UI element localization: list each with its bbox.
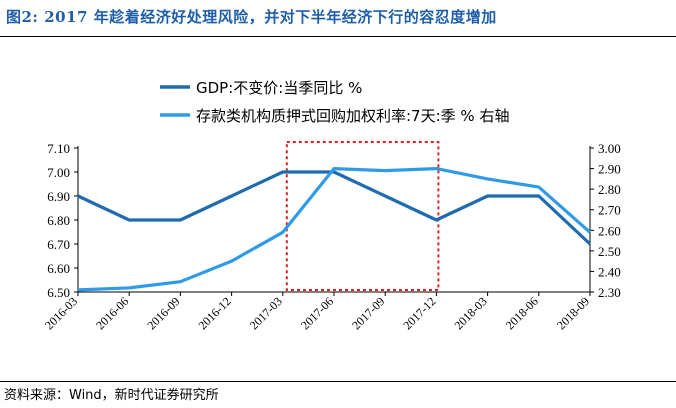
y-right-tick-label: 2.50 — [598, 244, 621, 259]
y-right-tick-label: 2.60 — [598, 223, 621, 238]
y-left-tick-label: 6.90 — [47, 189, 70, 204]
x-tick-label: 2017-09 — [349, 294, 387, 332]
y-left-tick-label: 7.00 — [47, 165, 70, 180]
y-right-tick-label: 3.00 — [598, 141, 621, 156]
y-left-tick-label: 6.50 — [47, 285, 70, 300]
y-left-tick-label: 7.10 — [47, 141, 70, 156]
chart: 6.50 6.60 6.70 6.80 6.90 7.00 7.10 2.30 2.40 2.50… — [42, 79, 621, 332]
x-tick-label: 2018-06 — [503, 294, 541, 332]
highlight-box — [285, 141, 440, 291]
y-left-tick-label: 6.80 — [47, 213, 70, 228]
figure-title-text: 2017 年趁着经济好处理风险，并对下半年经济下行的容忍度增加 — [44, 8, 497, 26]
x-tick-label: 2018-09 — [554, 294, 592, 332]
y-right-tick-label: 2.80 — [598, 182, 621, 197]
y-left-tick-label: 6.60 — [47, 261, 70, 276]
source-note: 资料来源：Wind，新时代证券研究所 — [4, 388, 219, 403]
y-right-tick-label: 2.70 — [598, 203, 621, 218]
bottom-rule — [0, 381, 676, 382]
x-tick-label: 2017-06 — [298, 294, 336, 332]
x-tick-label: 2016-06 — [93, 294, 131, 332]
legend-label-1: GDP:不变价:当季同比 % — [196, 79, 362, 97]
x-tick-label: 2016-12 — [196, 294, 234, 332]
figure-title: 图2: 2017 年趁着经济好处理风险，并对下半年经济下行的容忍度增加 — [6, 6, 497, 27]
y-right-tick-label: 2.40 — [598, 264, 621, 279]
figure-title-bar: 图2: 2017 年趁着经济好处理风险，并对下半年经济下行的容忍度增加 — [0, 0, 676, 36]
legend-label-2: 存款类机构质押式回购加权利率:7天:季 % 右轴 — [196, 107, 509, 125]
x-tick-label: 2016-09 — [144, 294, 182, 332]
x-tick-label: 2017-12 — [400, 294, 438, 332]
x-tick-label: 2017-03 — [247, 294, 285, 332]
top-rule — [0, 36, 676, 37]
y-left-tick-label: 6.70 — [47, 237, 70, 252]
figure-label: 图2: — [6, 8, 39, 26]
series-line-2 — [77, 167, 592, 292]
x-tick-label: 2018-03 — [452, 294, 490, 332]
y-right-tick-label: 2.90 — [598, 162, 621, 177]
series-line-1 — [77, 170, 592, 246]
y-right-tick-label: 2.30 — [598, 285, 621, 300]
